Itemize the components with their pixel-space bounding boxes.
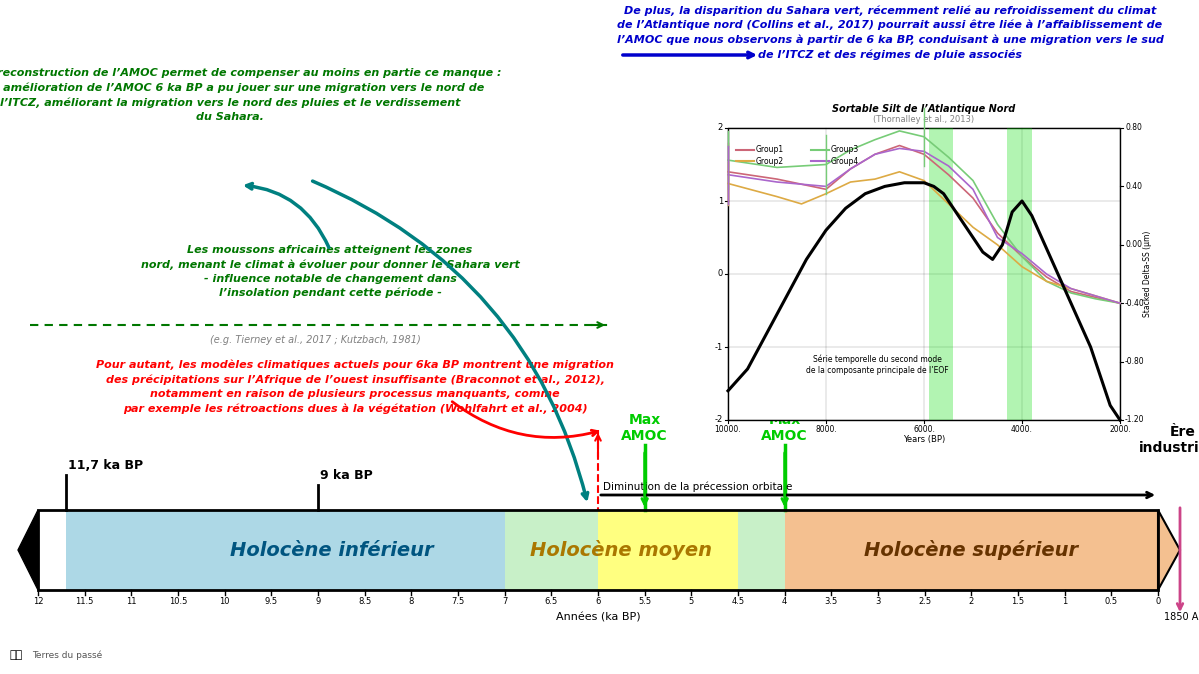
Text: -0.80: -0.80 xyxy=(1125,357,1145,366)
Text: 2.5: 2.5 xyxy=(918,597,932,606)
Text: Ⓒⓒ: Ⓒⓒ xyxy=(10,650,23,660)
Text: -1: -1 xyxy=(715,342,723,352)
Text: Group3: Group3 xyxy=(831,146,860,154)
Text: 11.5: 11.5 xyxy=(76,597,94,606)
Text: Ère
industrielle: Ère industrielle xyxy=(1139,425,1199,455)
Text: Holocène inférieur: Holocène inférieur xyxy=(230,541,434,559)
Bar xyxy=(38,510,1158,590)
Text: Années (ka BP): Années (ka BP) xyxy=(555,612,640,622)
Text: 7: 7 xyxy=(502,597,507,606)
Text: Max
AMOC: Max AMOC xyxy=(621,412,668,443)
Text: Max
AMOC: Max AMOC xyxy=(761,412,808,443)
Text: Diminution de la précession orbitale: Diminution de la précession orbitale xyxy=(603,481,793,492)
Text: 2: 2 xyxy=(969,597,974,606)
Text: 2: 2 xyxy=(718,123,723,133)
Text: 10.5: 10.5 xyxy=(169,597,187,606)
Text: 0.00: 0.00 xyxy=(1125,241,1141,249)
Text: Notre reconstruction de l’AMOC permet de compenser au moins en partie ce manque : Notre reconstruction de l’AMOC permet de… xyxy=(0,68,501,121)
Text: 9.5: 9.5 xyxy=(265,597,278,606)
Text: Sortable Silt de l’Atlantique Nord: Sortable Silt de l’Atlantique Nord xyxy=(832,104,1016,114)
Text: 1: 1 xyxy=(1062,597,1067,606)
Bar xyxy=(739,510,784,590)
Text: Holocène supérieur: Holocène supérieur xyxy=(864,540,1078,560)
Text: 11,7 ka BP: 11,7 ka BP xyxy=(68,459,143,472)
Text: 2000.: 2000. xyxy=(1109,425,1131,434)
Polygon shape xyxy=(18,510,38,590)
Text: 5.5: 5.5 xyxy=(638,597,651,606)
Text: 10: 10 xyxy=(219,597,230,606)
Text: Group2: Group2 xyxy=(757,156,784,166)
Text: 0.5: 0.5 xyxy=(1104,597,1117,606)
Text: Stacked Delta-SS (μm): Stacked Delta-SS (μm) xyxy=(1144,231,1152,317)
Text: 7.5: 7.5 xyxy=(451,597,465,606)
Bar xyxy=(784,510,1158,590)
Text: Holocène moyen: Holocène moyen xyxy=(530,540,712,560)
Text: (e.g. Tierney et al., 2017 ; Kutzbach, 1981): (e.g. Tierney et al., 2017 ; Kutzbach, 1… xyxy=(210,335,421,345)
Text: 10000.: 10000. xyxy=(715,425,741,434)
Text: 12: 12 xyxy=(32,597,43,606)
Bar xyxy=(66,510,598,590)
Text: -2: -2 xyxy=(715,415,723,425)
Bar xyxy=(505,510,739,590)
Text: -0.40: -0.40 xyxy=(1125,299,1145,308)
Text: De plus, la disparition du Sahara vert, récemment relié au refroidissement du cl: De plus, la disparition du Sahara vert, … xyxy=(616,5,1163,60)
Text: 3: 3 xyxy=(875,597,881,606)
Text: 8000.: 8000. xyxy=(815,425,837,434)
Text: Terres du passé: Terres du passé xyxy=(32,650,102,660)
Text: Pour autant, les modèles climatiques actuels pour 6ka BP montrent une migration
: Pour autant, les modèles climatiques act… xyxy=(96,360,614,414)
Text: 3.5: 3.5 xyxy=(825,597,838,606)
Bar xyxy=(505,510,598,590)
Polygon shape xyxy=(1158,510,1180,590)
Text: Les moussons africaines atteignent les zones
nord, menant le climat à évoluer po: Les moussons africaines atteignent les z… xyxy=(140,245,519,299)
Text: 4000.: 4000. xyxy=(1011,425,1032,434)
Text: 0: 0 xyxy=(718,270,723,278)
Text: 1.5: 1.5 xyxy=(1012,597,1025,606)
Bar xyxy=(929,128,953,420)
Text: 4: 4 xyxy=(782,597,788,606)
Text: 4.5: 4.5 xyxy=(731,597,745,606)
Text: 1850 A.D.: 1850 A.D. xyxy=(1164,612,1199,622)
Text: Group1: Group1 xyxy=(757,146,784,154)
Text: Years (BP): Years (BP) xyxy=(903,435,945,444)
Text: 1: 1 xyxy=(718,197,723,206)
Text: 0.80: 0.80 xyxy=(1125,123,1141,133)
Text: 11: 11 xyxy=(126,597,137,606)
Text: 9: 9 xyxy=(315,597,320,606)
Text: 0.40: 0.40 xyxy=(1125,182,1141,191)
Text: 6000.: 6000. xyxy=(914,425,935,434)
Text: 5: 5 xyxy=(688,597,694,606)
Text: 8: 8 xyxy=(409,597,414,606)
Bar xyxy=(1007,128,1032,420)
Text: Série temporelle du second mode
de la composante principale de l’EOF: Série temporelle du second mode de la co… xyxy=(806,355,948,375)
Text: 8.5: 8.5 xyxy=(359,597,372,606)
Text: 9 ka BP: 9 ka BP xyxy=(320,469,373,482)
Text: -1.20: -1.20 xyxy=(1125,415,1145,425)
Text: 6: 6 xyxy=(596,597,601,606)
Text: 6.5: 6.5 xyxy=(544,597,558,606)
Text: Group4: Group4 xyxy=(831,156,860,166)
Text: (Thornalley et al., 2013): (Thornalley et al., 2013) xyxy=(873,115,975,124)
Bar xyxy=(728,128,1120,420)
Text: 0: 0 xyxy=(1156,597,1161,606)
